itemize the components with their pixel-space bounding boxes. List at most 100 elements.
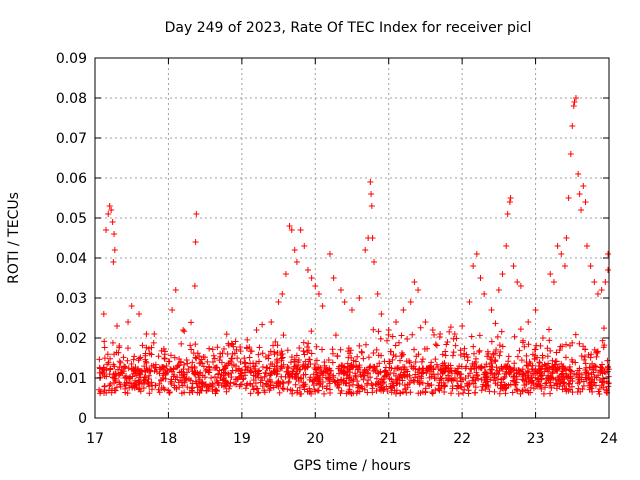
- data-point: [449, 352, 456, 359]
- data-point: [111, 363, 118, 370]
- data-point: [583, 243, 590, 249]
- data-point: [562, 354, 569, 361]
- data-point: [101, 389, 108, 396]
- data-point: [247, 390, 254, 397]
- data-point: [108, 389, 115, 396]
- data-point: [169, 307, 176, 313]
- data-point: [419, 370, 426, 377]
- y-tick-label: 0.02: [56, 331, 87, 347]
- data-point: [244, 345, 251, 352]
- data-point: [117, 359, 124, 366]
- data-point: [270, 384, 277, 391]
- data-point: [315, 291, 322, 297]
- data-point: [128, 303, 135, 309]
- data-point: [357, 369, 364, 376]
- data-point: [399, 351, 406, 358]
- data-point: [106, 382, 113, 389]
- data-point: [482, 386, 489, 393]
- data-point: [401, 364, 408, 371]
- data-point: [242, 359, 249, 366]
- data-point: [192, 341, 199, 348]
- data-point: [104, 361, 111, 368]
- data-point: [206, 363, 213, 370]
- data-point: [451, 331, 458, 337]
- data-point: [263, 364, 270, 371]
- data-point: [152, 382, 159, 389]
- data-point: [310, 382, 317, 389]
- data-point: [514, 353, 521, 360]
- data-point: [565, 381, 572, 388]
- data-point: [186, 376, 193, 383]
- data-point: [353, 363, 360, 370]
- data-point: [313, 357, 320, 364]
- data-point: [153, 368, 160, 375]
- data-point: [116, 364, 123, 371]
- data-point: [578, 353, 585, 360]
- data-point: [116, 344, 123, 351]
- data-point: [171, 354, 178, 361]
- data-point: [286, 223, 293, 229]
- data-point: [378, 311, 385, 317]
- data-point: [148, 344, 155, 351]
- data-point: [396, 372, 403, 379]
- data-point: [439, 367, 446, 374]
- data-point: [488, 338, 495, 345]
- data-point: [293, 259, 300, 265]
- data-point: [275, 299, 282, 305]
- data-point: [143, 359, 150, 366]
- data-point: [600, 344, 607, 351]
- data-point: [502, 364, 509, 371]
- data-point: [585, 370, 592, 377]
- data-point: [118, 369, 125, 376]
- data-point: [252, 363, 259, 370]
- data-point: [233, 346, 240, 353]
- data-point: [428, 359, 435, 366]
- data-point: [236, 383, 243, 390]
- data-point: [300, 339, 307, 346]
- data-point: [506, 199, 513, 205]
- data-point: [461, 345, 468, 352]
- data-point: [246, 367, 253, 374]
- data-point: [315, 374, 322, 381]
- data-point: [442, 382, 449, 389]
- data-point: [545, 368, 552, 375]
- data-point: [109, 339, 116, 346]
- data-point: [274, 342, 281, 349]
- data-point: [223, 331, 230, 338]
- data-point: [393, 319, 400, 325]
- data-point: [567, 151, 574, 157]
- data-point: [392, 353, 399, 360]
- data-point: [112, 378, 119, 385]
- data-point: [569, 339, 576, 346]
- data-point: [415, 287, 422, 293]
- data-point: [549, 363, 556, 370]
- data-point: [295, 362, 302, 369]
- data-point: [324, 375, 331, 382]
- data-point: [572, 359, 579, 366]
- data-point: [128, 366, 135, 373]
- data-point: [177, 358, 184, 365]
- data-point: [410, 377, 417, 384]
- data-point: [540, 390, 547, 397]
- data-point: [362, 341, 369, 348]
- y-tick-label: 0.09: [56, 51, 87, 67]
- data-point: [158, 377, 165, 384]
- data-point: [433, 361, 440, 368]
- data-point: [473, 251, 480, 257]
- data-point: [566, 380, 573, 387]
- data-point: [455, 390, 462, 397]
- data-point: [301, 363, 308, 370]
- data-point: [96, 356, 103, 363]
- data-point: [542, 384, 549, 391]
- data-point: [344, 360, 351, 367]
- data-point: [395, 339, 402, 346]
- data-point: [419, 356, 426, 363]
- data-point: [205, 369, 212, 376]
- data-point: [308, 275, 315, 281]
- data-point: [124, 357, 131, 364]
- data-point: [304, 267, 311, 273]
- data-point: [247, 381, 254, 388]
- data-point: [193, 355, 200, 362]
- data-point: [267, 382, 274, 389]
